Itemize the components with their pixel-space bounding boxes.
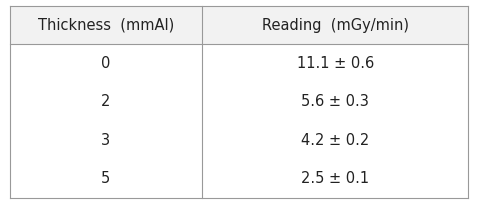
Text: Reading  (mGy/min): Reading (mGy/min)	[262, 18, 409, 33]
Text: 5.6 ± 0.3: 5.6 ± 0.3	[302, 94, 369, 110]
Text: 2: 2	[101, 94, 110, 110]
Text: 0: 0	[101, 56, 110, 71]
Text: 2.5 ± 0.1: 2.5 ± 0.1	[301, 171, 369, 186]
Text: Thickness  (mmAl): Thickness (mmAl)	[38, 18, 174, 33]
Bar	[10, 6, 468, 44]
Text: 4.2 ± 0.2: 4.2 ± 0.2	[301, 133, 369, 148]
Text: 5: 5	[101, 171, 110, 186]
Text: 11.1 ± 0.6: 11.1 ± 0.6	[297, 56, 374, 71]
Text: 3: 3	[101, 133, 110, 148]
